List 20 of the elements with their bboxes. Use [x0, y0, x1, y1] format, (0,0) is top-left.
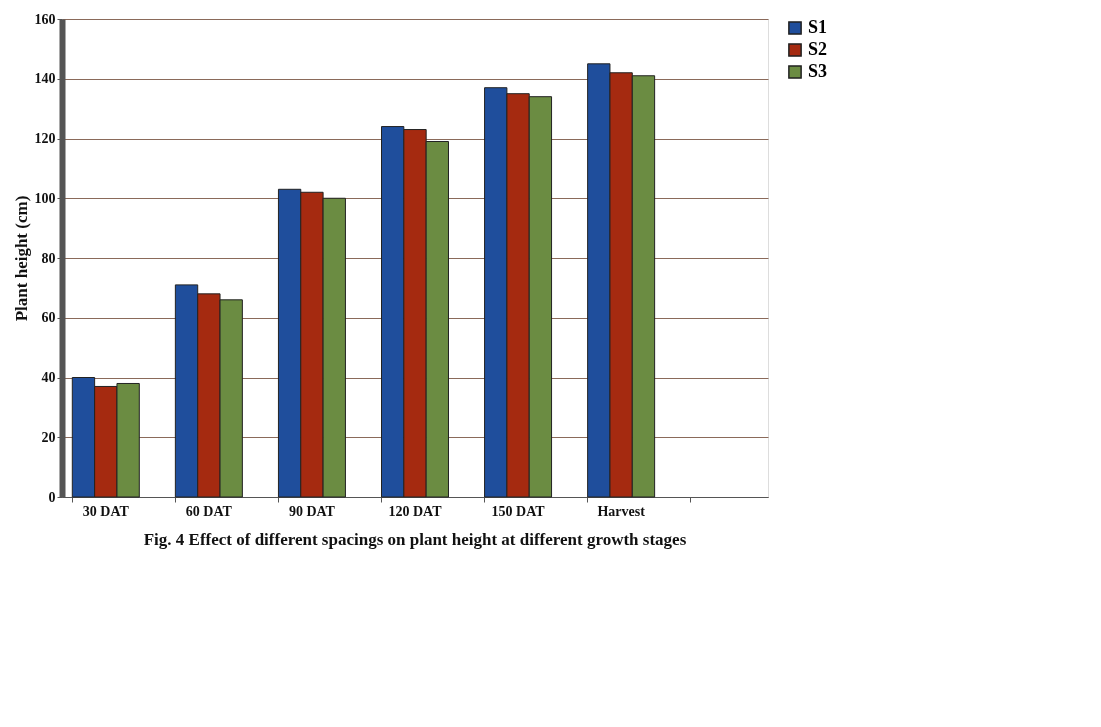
- y-tick-label: 80: [41, 250, 56, 266]
- text: Fig. 4 Effect of different spacings on plant height at different growth stages: [143, 530, 687, 549]
- y-tick-label: 160: [34, 11, 56, 27]
- legend-label: S2: [808, 39, 828, 59]
- x-tick-label: 90 DAT: [288, 503, 336, 519]
- legend-label: S3: [808, 61, 828, 81]
- y-tick-label: 120: [34, 131, 56, 146]
- y-axis-title: Plant height (cm): [11, 195, 31, 322]
- x-tick-label: 120 DAT: [388, 503, 443, 519]
- x-tick-label: 60 DAT: [185, 503, 233, 519]
- legend-label: S1: [808, 17, 828, 37]
- y-tick-label: 100: [34, 190, 56, 206]
- y-tick-label: 0: [48, 489, 56, 505]
- y-tick-label: 60: [41, 310, 56, 326]
- x-tick-label: Harvest: [597, 503, 646, 519]
- y-tick-label: 20: [41, 429, 56, 445]
- x-tick-label: 150 DAT: [491, 503, 546, 519]
- x-tick-label: 30 DAT: [82, 503, 130, 519]
- y-tick-label: 140: [34, 71, 56, 87]
- y-tick-label: 40: [41, 370, 56, 385]
